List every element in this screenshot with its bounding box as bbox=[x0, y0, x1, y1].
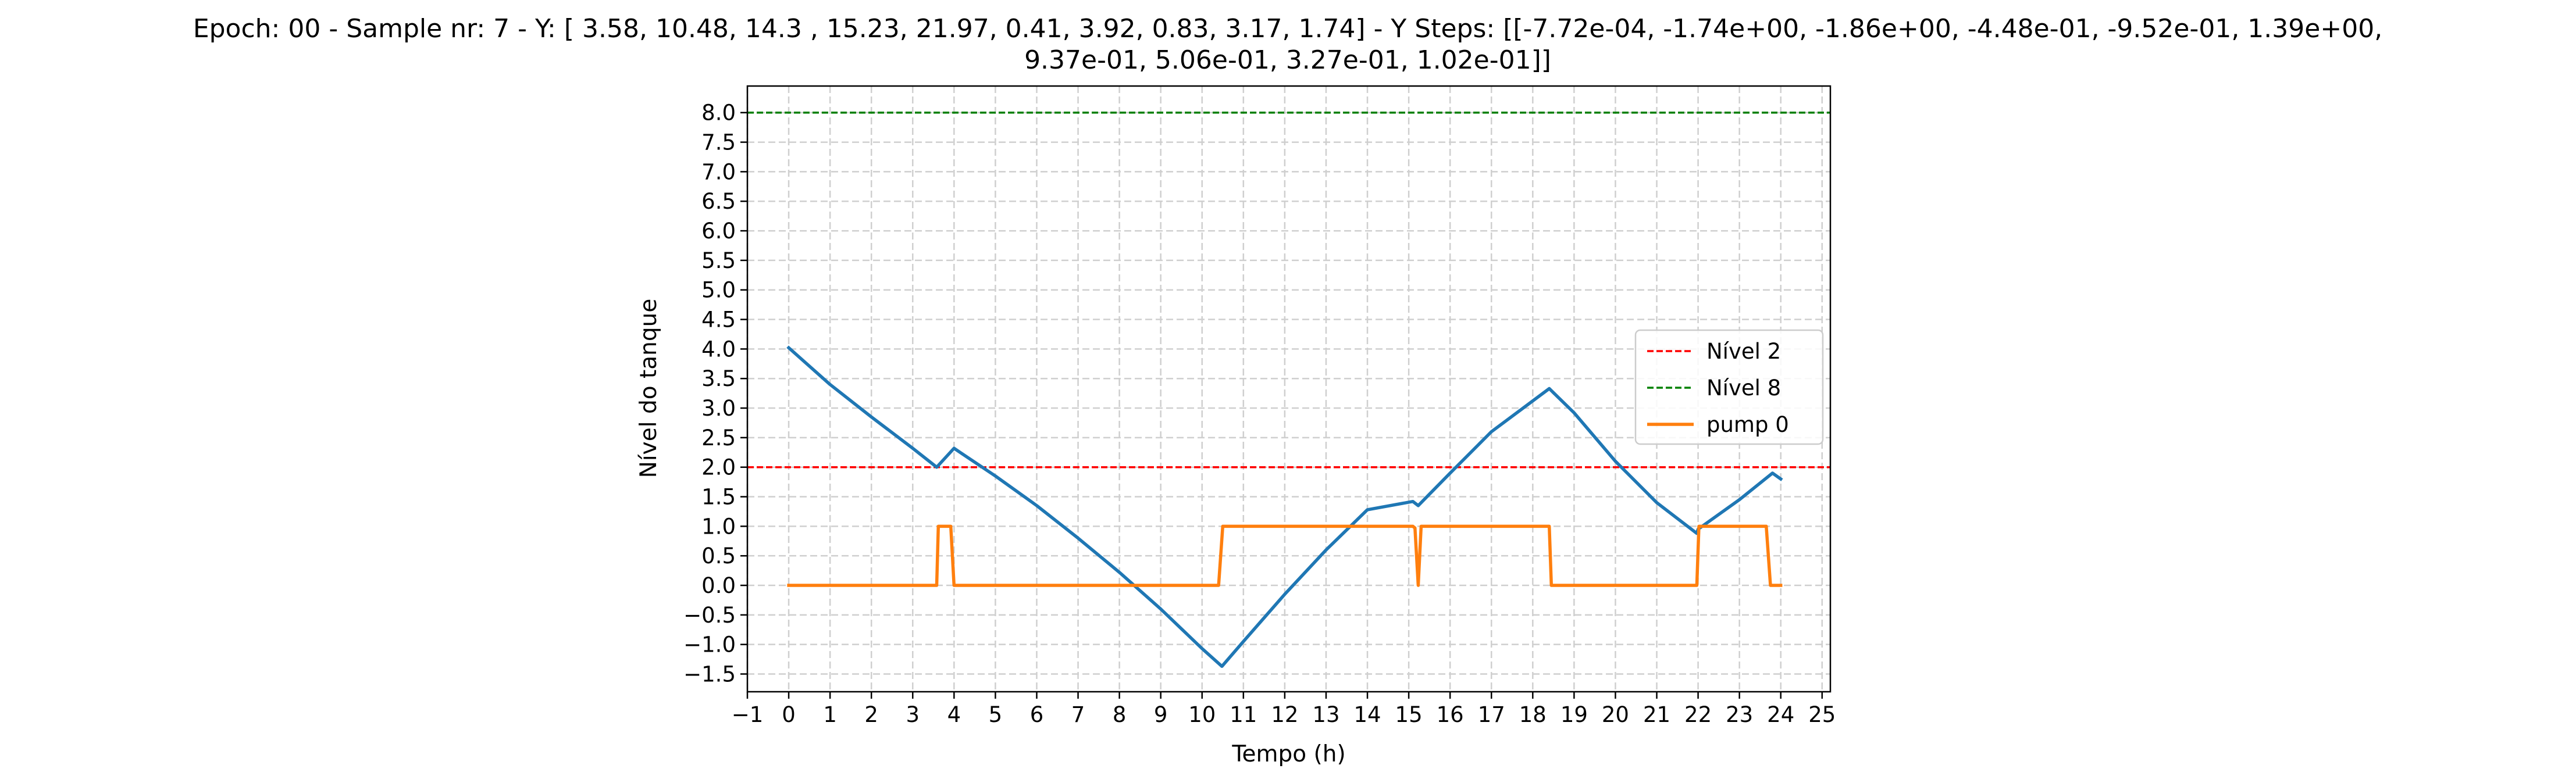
x-tick-label: 25 bbox=[1808, 702, 1836, 727]
y-axis-label: Nível do tanque bbox=[636, 299, 662, 478]
x-tick-label: 20 bbox=[1602, 702, 1629, 727]
y-tick-label: 7.0 bbox=[701, 159, 736, 184]
y-tick-label: 2.0 bbox=[701, 455, 736, 480]
x-tick-label: 1 bbox=[823, 702, 837, 727]
legend-pump-0-label: pump 0 bbox=[1706, 412, 1789, 437]
x-tick-label: −1 bbox=[732, 702, 764, 727]
legend-level-2-label: Nível 2 bbox=[1706, 339, 1781, 364]
y-tick-label: 0.0 bbox=[701, 573, 736, 598]
x-tick-label: 19 bbox=[1560, 702, 1588, 727]
y-tick-label: 5.0 bbox=[701, 278, 736, 303]
y-tick-label: 4.0 bbox=[701, 337, 736, 362]
y-tick-label: 7.5 bbox=[701, 130, 736, 155]
y-tick-label: 1.5 bbox=[701, 485, 736, 510]
x-tick-label: 23 bbox=[1726, 702, 1753, 727]
y-tick-label: 6.5 bbox=[701, 189, 736, 214]
x-tick-label: 2 bbox=[864, 702, 878, 727]
x-ticks: −1 0 1 2 3 4 5 6 7 8 9 10 11 12 13 14 15 16 17 18 19 20 21 22 23… bbox=[732, 692, 1836, 727]
y-tick-label: 6.0 bbox=[701, 219, 736, 244]
x-tick-label: 4 bbox=[947, 702, 961, 727]
x-tick-label: 6 bbox=[1030, 702, 1044, 727]
x-tick-label: 9 bbox=[1154, 702, 1168, 727]
y-tick-label: 3.5 bbox=[701, 366, 736, 391]
x-tick-label: 3 bbox=[906, 702, 920, 727]
y-tick-label: 3.0 bbox=[701, 396, 736, 421]
reference-lines bbox=[747, 111, 1830, 469]
y-tick-label: −0.5 bbox=[683, 603, 736, 628]
x-tick-label: 14 bbox=[1353, 702, 1381, 727]
x-tick-label: 8 bbox=[1113, 702, 1127, 727]
y-tick-label: −1.5 bbox=[683, 662, 736, 687]
x-tick-label: 10 bbox=[1188, 702, 1216, 727]
y-tick-label: 0.5 bbox=[701, 544, 736, 569]
tank-level-line bbox=[786, 345, 1783, 668]
data-series bbox=[786, 345, 1783, 668]
x-axis-label: Tempo (h) bbox=[1231, 741, 1345, 767]
pump-0-line bbox=[787, 524, 1783, 587]
y-tick-label: 2.5 bbox=[701, 426, 736, 451]
x-tick-label: 0 bbox=[782, 702, 796, 727]
x-tick-label: 5 bbox=[989, 702, 1003, 727]
x-tick-label: 13 bbox=[1312, 702, 1339, 727]
y-tick-label: −1.0 bbox=[683, 632, 736, 657]
chart-title-line-2: 9.37e-01, 5.06e-01, 3.27e-01, 1.02e-01]] bbox=[1024, 45, 1551, 75]
x-tick-label: 21 bbox=[1643, 702, 1670, 727]
legend: Nível 2 Nível 8 pump 0 bbox=[1634, 329, 1824, 445]
x-tick-label: 16 bbox=[1437, 702, 1464, 727]
axes bbox=[746, 85, 1832, 693]
x-tick-label: 18 bbox=[1519, 702, 1547, 727]
y-tick-label: 1.0 bbox=[701, 514, 736, 539]
plot-frame bbox=[746, 85, 1832, 693]
legend-level-8-label: Nível 8 bbox=[1706, 376, 1781, 401]
y-tick-label: 8.0 bbox=[701, 101, 736, 126]
y-tick-label: 5.5 bbox=[701, 248, 736, 273]
chart-title-line-1: Epoch: 00 - Sample nr: 7 - Y: [ 3.58, 10… bbox=[193, 14, 2382, 44]
y-ticks: −1.5 −1.0 −0.5 0.0 0.5 1.0 1.5 2.0 2.5 3.0 3.5 4.0 4… bbox=[683, 101, 747, 687]
y-tick-label: 4.5 bbox=[701, 308, 736, 332]
legend-box bbox=[1634, 329, 1824, 445]
x-tick-label: 12 bbox=[1271, 702, 1298, 727]
x-tick-label: 7 bbox=[1071, 702, 1085, 727]
x-tick-label: 17 bbox=[1478, 702, 1505, 727]
x-tick-label: 22 bbox=[1684, 702, 1712, 727]
x-tick-label: 11 bbox=[1230, 702, 1257, 727]
x-tick-label: 15 bbox=[1395, 702, 1423, 727]
x-tick-label: 24 bbox=[1767, 702, 1794, 727]
